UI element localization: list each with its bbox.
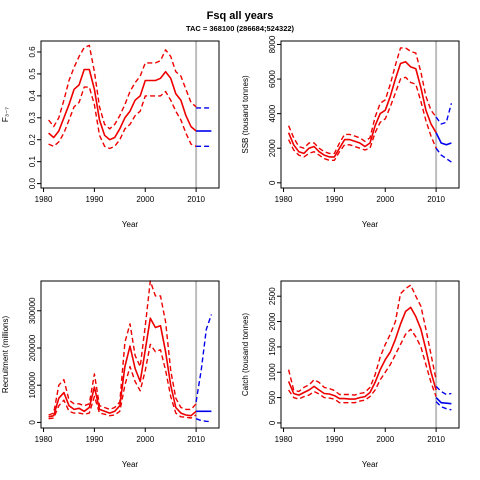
estimate-lower-line [48, 86, 197, 150]
x-axis-label: Year [122, 220, 139, 229]
forecast-lower-line [195, 418, 212, 423]
y-tick-label: 4000 [268, 104, 277, 122]
plot-frame [280, 280, 460, 429]
x-axis-label: Year [362, 220, 379, 229]
y-tick-label: 0.4 [28, 90, 37, 102]
y-tick-label: 8000 [268, 35, 277, 53]
forecast-lower-line [435, 401, 452, 411]
y-tick-label: 6000 [268, 70, 277, 88]
panel-4: 1980 1990 2000 2010 0 500 1000 1500 2000 2500 Year… [241, 280, 460, 469]
x-tick-label: 2010 [427, 435, 445, 444]
y-tick-label: 0.6 [28, 46, 37, 58]
x-tick-label: 1990 [86, 435, 104, 444]
estimate-upper-line [48, 280, 197, 416]
panel-3: 1980 1990 2000 2010 0 100000 200000 300000 Year R… [1, 280, 220, 469]
forecast-upper-line [435, 385, 452, 396]
x-tick-label: 2010 [187, 195, 205, 204]
forecast-lower-line [435, 147, 452, 163]
y-tick-label: 100000 [28, 371, 37, 398]
figure-title: Fsq all years [206, 10, 274, 22]
y-axis-label: Recruitment (millions) [1, 315, 10, 393]
x-tick-label: 2010 [427, 195, 445, 204]
y-tick-label: 1500 [268, 337, 277, 355]
y-tick-label: 2500 [268, 287, 277, 305]
plot-frame [40, 280, 220, 429]
x-tick-label: 1990 [326, 195, 344, 204]
x-tick-label: 1980 [35, 195, 53, 204]
y-axis-label: F₃₋₇ [1, 107, 10, 122]
figure-subtitle: TAC = 368100 (286684;524322) [185, 24, 295, 33]
y-tick-label: 0.2 [28, 134, 37, 146]
y-tick-label: 1000 [268, 363, 277, 381]
y-axis-label: Catch (tousand tonnes) [241, 313, 250, 396]
estimate-lower-line [48, 343, 197, 420]
y-tick-label: 300000 [28, 297, 37, 324]
y-tick-label: 0.0 [28, 178, 37, 190]
x-tick-label: 1990 [326, 435, 344, 444]
x-tick-label: 2000 [136, 195, 154, 204]
y-tick-label: 2000 [268, 139, 277, 157]
y-tick-label: 0.3 [28, 112, 37, 124]
plot-frame [280, 40, 460, 189]
x-tick-label: 2000 [136, 435, 154, 444]
x-tick-label: 2000 [376, 435, 394, 444]
estimate-upper-line [287, 47, 437, 155]
x-tick-label: 2010 [187, 435, 205, 444]
x-tick-label: 1980 [275, 435, 293, 444]
y-tick-label: 0 [28, 420, 37, 425]
estimate-upper-line [287, 284, 437, 396]
estimate-lower-line [287, 76, 437, 162]
x-axis-label: Year [362, 460, 379, 469]
estimate-mean-line [287, 60, 437, 158]
y-tick-label: 200000 [28, 334, 37, 361]
x-tick-label: 1990 [86, 195, 104, 204]
forecast-upper-line [435, 103, 453, 125]
y-tick-label: 0.5 [28, 68, 37, 80]
forecast-mean-line [435, 397, 452, 405]
estimate-upper-line [48, 44, 197, 130]
forecast-mean-line [435, 132, 452, 146]
panel-1: 1980 1990 2000 2010 0.0 0.1 0.2 0.3 0.4 0.5 0.6 Yea… [1, 40, 220, 229]
x-tick-label: 1980 [275, 195, 293, 204]
x-tick-label: 2000 [376, 195, 394, 204]
estimate-mean-line [287, 306, 437, 400]
x-tick-label: 1980 [35, 435, 53, 444]
estimate-mean-line [48, 317, 197, 418]
panel-2: 1980 1990 2000 2010 0 2000 4000 6000 8000 Year SSB… [241, 35, 460, 229]
estimate-mean-line [48, 68, 197, 141]
estimate-lower-line [288, 328, 437, 404]
forecast-upper-line [195, 314, 213, 403]
y-axis-label: SSB (tousand tonnes) [241, 75, 250, 154]
y-tick-label: 0.1 [28, 156, 37, 168]
y-tick-label: 500 [268, 390, 277, 404]
plot-frame [40, 40, 220, 189]
y-tick-label: 0 [268, 180, 277, 185]
x-axis-label: Year [122, 460, 139, 469]
y-tick-label: 0 [268, 420, 277, 425]
y-tick-label: 2000 [268, 312, 277, 330]
